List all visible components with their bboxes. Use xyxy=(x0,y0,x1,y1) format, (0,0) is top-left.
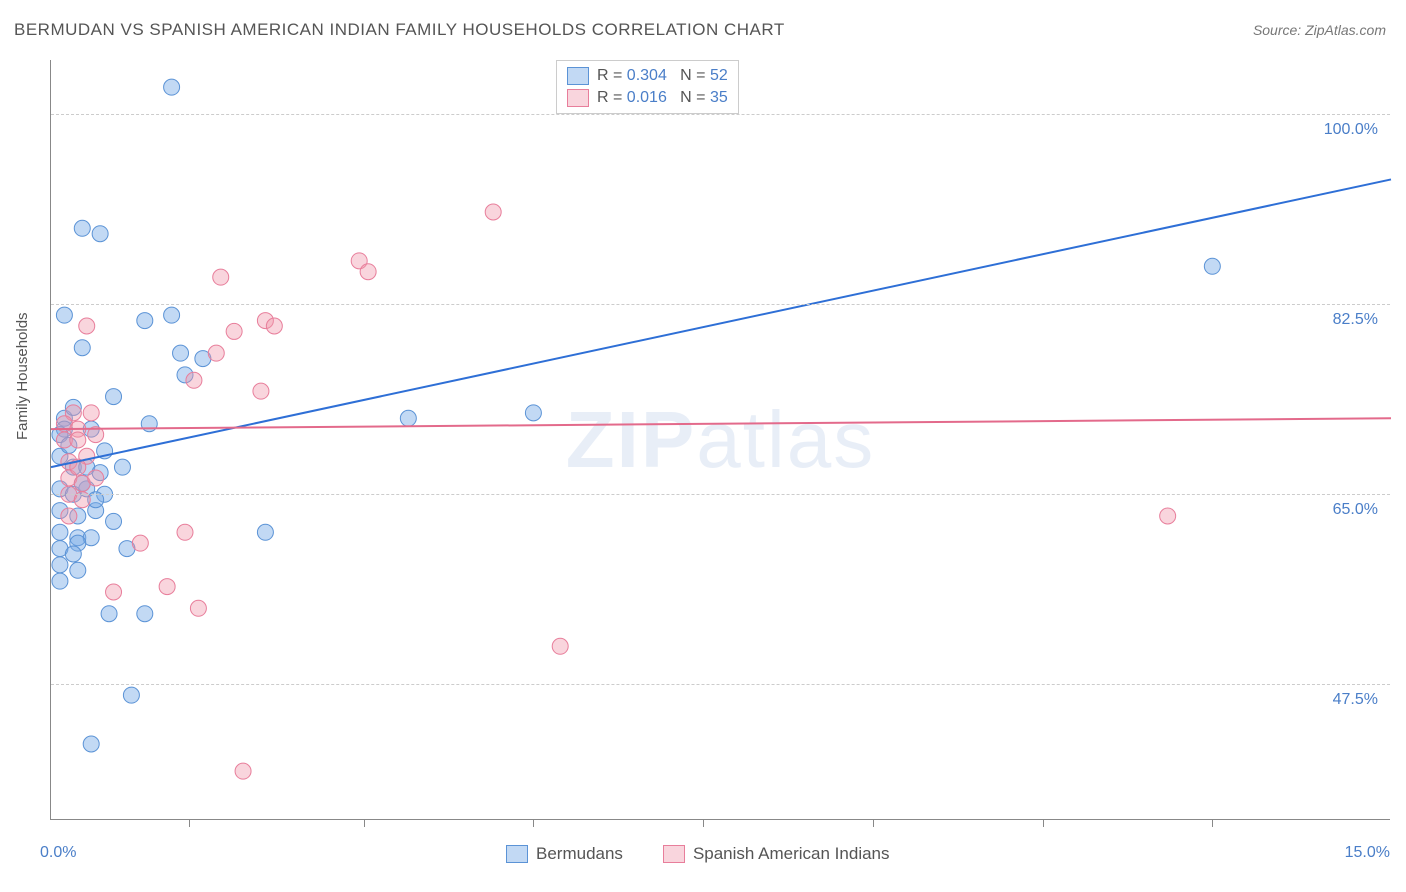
legend-stats-row: R = 0.016 N = 35 xyxy=(567,87,728,109)
legend-stats-row: R = 0.304 N = 52 xyxy=(567,65,728,87)
data-point xyxy=(186,372,202,388)
x-tick xyxy=(873,819,874,827)
data-point xyxy=(70,432,86,448)
data-point xyxy=(83,405,99,421)
legend-swatch xyxy=(663,845,685,863)
data-point xyxy=(101,606,117,622)
y-axis-label: Family Households xyxy=(14,312,31,440)
data-point xyxy=(525,405,541,421)
gridline xyxy=(51,494,1390,495)
y-tick-label: 65.0% xyxy=(1333,501,1378,519)
data-point xyxy=(56,307,72,323)
x-tick xyxy=(364,819,365,827)
data-point xyxy=(164,79,180,95)
data-point xyxy=(137,606,153,622)
data-point xyxy=(235,763,251,779)
data-point xyxy=(70,562,86,578)
y-tick-label: 82.5% xyxy=(1333,311,1378,329)
data-point xyxy=(123,687,139,703)
data-point xyxy=(74,220,90,236)
y-tick-label: 47.5% xyxy=(1333,691,1378,709)
data-point xyxy=(266,318,282,334)
data-point xyxy=(164,307,180,323)
legend-series-item: Spanish American Indians xyxy=(663,844,890,864)
chart-title: BERMUDAN VS SPANISH AMERICAN INDIAN FAMI… xyxy=(14,20,785,40)
legend-stats: R = 0.304 N = 52 R = 0.016 N = 35 xyxy=(556,60,739,114)
legend-series-item: Bermudans xyxy=(506,844,623,864)
data-point xyxy=(74,340,90,356)
data-point xyxy=(213,269,229,285)
data-point xyxy=(88,470,104,486)
legend-series: Bermudans Spanish American Indians xyxy=(506,844,890,864)
data-point xyxy=(226,323,242,339)
data-point xyxy=(83,736,99,752)
data-point xyxy=(137,313,153,329)
data-point xyxy=(177,524,193,540)
data-point xyxy=(61,508,77,524)
legend-swatch xyxy=(506,845,528,863)
data-point xyxy=(173,345,189,361)
data-point xyxy=(257,524,273,540)
chart-container: BERMUDAN VS SPANISH AMERICAN INDIAN FAMI… xyxy=(0,0,1406,892)
data-point xyxy=(52,557,68,573)
data-point xyxy=(106,513,122,529)
legend-series-label: Spanish American Indians xyxy=(693,844,890,864)
source-label: Source: ZipAtlas.com xyxy=(1253,22,1386,38)
data-point xyxy=(114,459,130,475)
data-point xyxy=(106,389,122,405)
data-point xyxy=(208,345,224,361)
data-point xyxy=(65,546,81,562)
data-point xyxy=(1160,508,1176,524)
data-point xyxy=(52,573,68,589)
data-point xyxy=(552,638,568,654)
data-point xyxy=(400,410,416,426)
gridline xyxy=(51,684,1390,685)
legend-swatch xyxy=(567,67,589,85)
legend-stats-text: R = 0.304 N = 52 xyxy=(597,67,728,85)
data-point xyxy=(253,383,269,399)
data-point xyxy=(1204,258,1220,274)
x-min-label: 0.0% xyxy=(40,844,76,862)
data-point xyxy=(106,584,122,600)
x-tick xyxy=(1212,819,1213,827)
y-tick-label: 100.0% xyxy=(1324,121,1378,139)
plot-svg xyxy=(51,60,1390,819)
x-tick xyxy=(533,819,534,827)
plot-area: ZIPatlas 47.5%65.0%82.5%100.0% xyxy=(50,60,1390,820)
legend-series-label: Bermudans xyxy=(536,844,623,864)
data-point xyxy=(92,226,108,242)
gridline xyxy=(51,114,1390,115)
gridline xyxy=(51,304,1390,305)
legend-stats-text: R = 0.016 N = 35 xyxy=(597,89,728,107)
x-tick xyxy=(703,819,704,827)
data-point xyxy=(132,535,148,551)
data-point xyxy=(79,318,95,334)
legend-swatch xyxy=(567,89,589,107)
data-point xyxy=(485,204,501,220)
data-point xyxy=(159,579,175,595)
x-tick xyxy=(1043,819,1044,827)
x-max-label: 15.0% xyxy=(1345,844,1390,862)
data-point xyxy=(52,524,68,540)
data-point xyxy=(190,600,206,616)
x-tick xyxy=(189,819,190,827)
data-point xyxy=(360,264,376,280)
